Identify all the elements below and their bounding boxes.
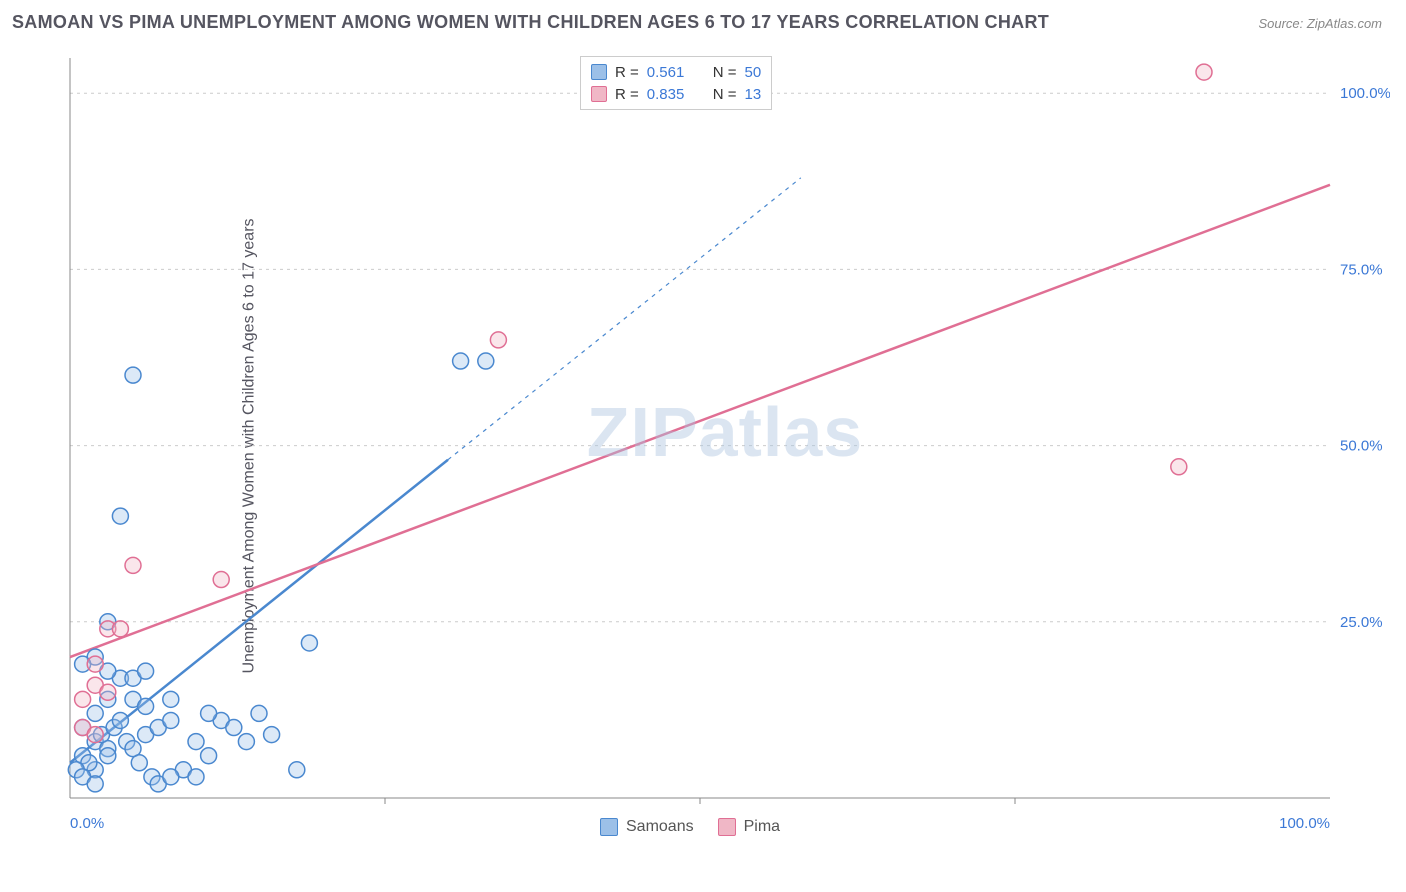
n-value-pima: 13 xyxy=(745,86,762,103)
chart-svg: 25.0% 50.0% 75.0% 100.0% 0.0% 100.0% xyxy=(60,48,1390,848)
legend-swatch-samoans xyxy=(591,64,607,80)
svg-text:75.0%: 75.0% xyxy=(1340,261,1383,278)
svg-text:50.0%: 50.0% xyxy=(1340,438,1383,455)
r-label: R = xyxy=(615,86,639,103)
r-value-samoans: 0.561 xyxy=(647,64,699,81)
n-label: N = xyxy=(713,64,737,81)
n-label: N = xyxy=(713,86,737,103)
series-legend: Samoans Pima xyxy=(600,818,780,836)
svg-text:25.0%: 25.0% xyxy=(1340,614,1383,631)
svg-text:100.0%: 100.0% xyxy=(1279,815,1330,832)
legend-item: Pima xyxy=(718,818,780,836)
r-value-pima: 0.835 xyxy=(647,86,699,103)
legend-label-samoans: Samoans xyxy=(626,818,694,836)
source-attribution: Source: ZipAtlas.com xyxy=(1258,16,1382,31)
legend-swatch-pima xyxy=(718,818,736,836)
svg-text:0.0%: 0.0% xyxy=(70,815,104,832)
svg-text:100.0%: 100.0% xyxy=(1340,85,1390,102)
legend-swatch-pima xyxy=(591,86,607,102)
legend-swatch-samoans xyxy=(600,818,618,836)
correlation-legend: R = 0.561 N = 50 R = 0.835 N = 13 xyxy=(580,56,772,110)
legend-row: R = 0.561 N = 50 xyxy=(591,61,761,83)
legend-item: Samoans xyxy=(600,818,694,836)
chart-plot-area: ZIPatlas 25.0%50.0%75.0%100.0%0.0%100.0%… xyxy=(60,48,1390,848)
n-value-samoans: 50 xyxy=(745,64,762,81)
legend-row: R = 0.835 N = 13 xyxy=(591,83,761,105)
r-label: R = xyxy=(615,64,639,81)
page-title: SAMOAN VS PIMA UNEMPLOYMENT AMONG WOMEN … xyxy=(12,12,1049,33)
legend-label-pima: Pima xyxy=(744,818,780,836)
